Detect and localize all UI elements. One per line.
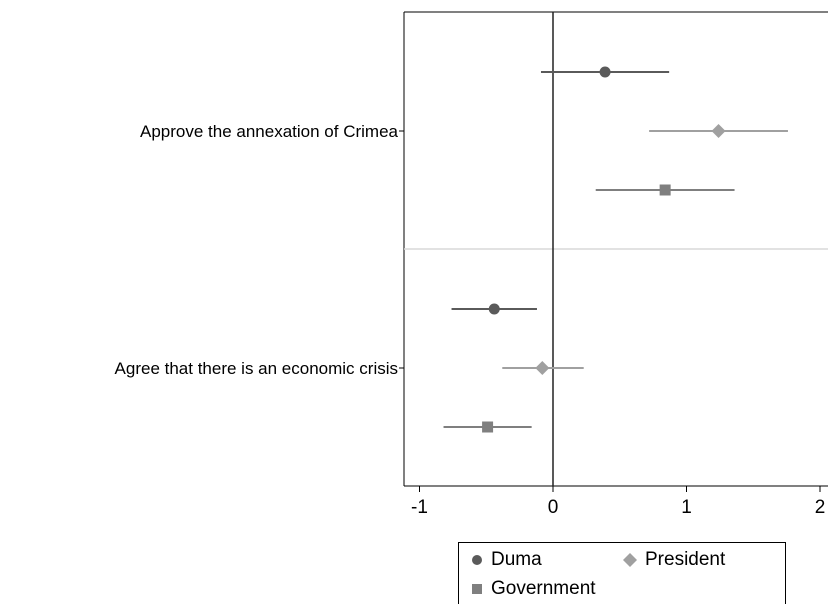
x-tick-label: 2 (815, 497, 826, 518)
estimate-point-circle (488, 303, 500, 315)
legend-label-president: President (645, 549, 726, 570)
estimate-point-square (659, 184, 671, 196)
x-tick-label: 0 (548, 497, 559, 518)
estimate-point-diamond (711, 124, 726, 138)
legend: Duma President Government (458, 542, 786, 604)
estimate-point-diamond (535, 361, 550, 375)
estimate-point-circle (599, 66, 611, 78)
circle-marker-icon (472, 555, 482, 565)
legend-item-government: Government (471, 578, 596, 600)
x-tick-label: 1 (681, 497, 692, 518)
legend-item-president: President (623, 549, 725, 571)
estimate-point-square (482, 421, 494, 433)
legend-label-duma: Duma (491, 549, 542, 570)
category-label: Approve the annexation of Crimea (140, 122, 399, 141)
legend-label-government: Government (491, 578, 596, 599)
legend-item-duma: Duma (471, 549, 542, 571)
diamond-marker-icon (623, 553, 637, 567)
square-marker-icon (472, 584, 482, 594)
x-tick-label: -1 (411, 497, 428, 518)
category-label: Agree that there is an economic crisis (115, 359, 398, 378)
